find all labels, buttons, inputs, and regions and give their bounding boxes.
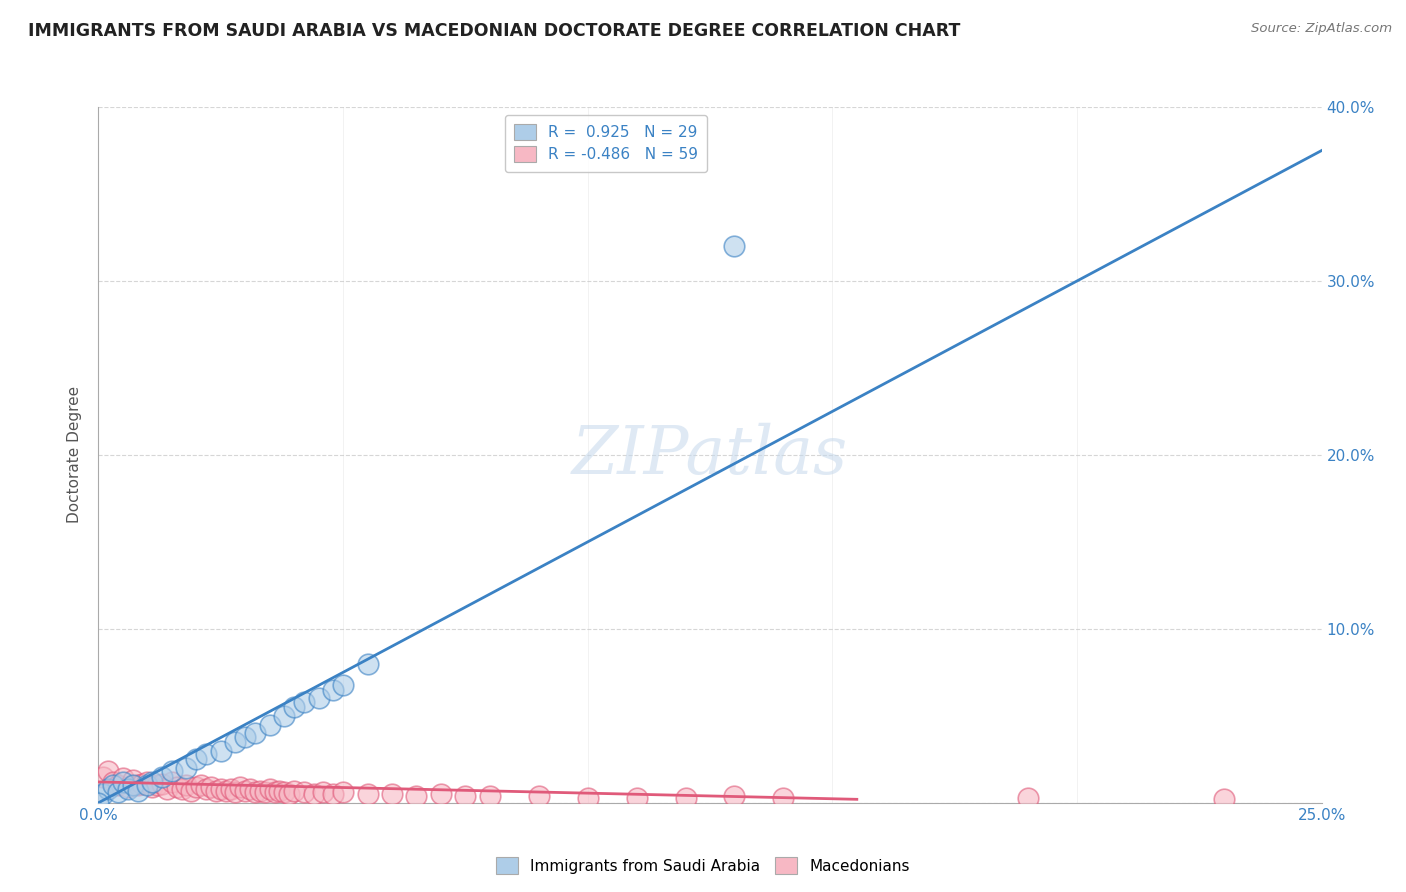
Point <box>176 778 198 792</box>
Point <box>772 790 794 805</box>
Point <box>302 787 325 801</box>
Point <box>1212 792 1234 806</box>
Point <box>381 787 404 801</box>
Point <box>356 787 378 801</box>
Point <box>121 778 143 792</box>
Point <box>527 789 550 803</box>
Point <box>332 785 354 799</box>
Point <box>723 239 745 253</box>
Point <box>186 752 208 766</box>
Point <box>190 778 212 792</box>
Point <box>283 700 305 714</box>
Point <box>150 770 173 784</box>
Legend: R =  0.925   N = 29, R = -0.486   N = 59: R = 0.925 N = 29, R = -0.486 N = 59 <box>505 115 707 171</box>
Point <box>111 775 134 789</box>
Point <box>322 682 344 697</box>
Point <box>229 780 252 794</box>
Point <box>117 781 139 796</box>
Point <box>405 789 427 803</box>
Point <box>269 783 291 797</box>
Point <box>180 783 202 797</box>
Point <box>170 781 193 796</box>
Point <box>97 764 120 779</box>
Point <box>322 787 344 801</box>
Text: ZIPatlas: ZIPatlas <box>572 422 848 488</box>
Point <box>131 777 153 791</box>
Point <box>219 781 242 796</box>
Point <box>214 783 236 797</box>
Point <box>156 781 179 796</box>
Point <box>91 787 114 801</box>
Point <box>160 764 183 779</box>
Point <box>249 783 271 797</box>
Point <box>332 677 354 691</box>
Point <box>101 778 124 792</box>
Point <box>239 781 262 796</box>
Point <box>312 785 335 799</box>
Point <box>253 785 276 799</box>
Point <box>209 781 232 796</box>
Point <box>141 780 163 794</box>
Point <box>233 730 256 744</box>
Point <box>478 789 501 803</box>
Point <box>224 785 246 799</box>
Point <box>675 790 697 805</box>
Point <box>186 780 208 794</box>
Point <box>283 783 305 797</box>
Point <box>107 778 129 792</box>
Point <box>117 780 139 794</box>
Point <box>176 761 198 775</box>
Point <box>723 789 745 803</box>
Point <box>141 775 163 789</box>
Point <box>273 785 295 799</box>
Point <box>224 735 246 749</box>
Point <box>87 796 110 810</box>
Point <box>136 778 159 792</box>
Point <box>259 717 281 731</box>
Point <box>107 785 129 799</box>
Point <box>200 780 222 794</box>
Point <box>127 778 149 792</box>
Point <box>91 770 114 784</box>
Legend: Immigrants from Saudi Arabia, Macedonians: Immigrants from Saudi Arabia, Macedonian… <box>491 851 915 880</box>
Point <box>273 708 295 723</box>
Point <box>292 695 315 709</box>
Point <box>209 744 232 758</box>
Point <box>292 785 315 799</box>
Point <box>356 657 378 671</box>
Point <box>1017 790 1039 805</box>
Point <box>121 773 143 788</box>
Point <box>430 787 453 801</box>
Point <box>101 775 124 789</box>
Point <box>136 775 159 789</box>
Point <box>146 778 169 792</box>
Point <box>454 789 477 803</box>
Point <box>263 785 285 799</box>
Point <box>195 781 218 796</box>
Text: Source: ZipAtlas.com: Source: ZipAtlas.com <box>1251 22 1392 36</box>
Point <box>308 691 330 706</box>
Point <box>243 785 266 799</box>
Point <box>150 777 173 791</box>
Point <box>576 790 599 805</box>
Point <box>166 780 188 794</box>
Point <box>111 772 134 786</box>
Text: IMMIGRANTS FROM SAUDI ARABIA VS MACEDONIAN DOCTORATE DEGREE CORRELATION CHART: IMMIGRANTS FROM SAUDI ARABIA VS MACEDONI… <box>28 22 960 40</box>
Point <box>160 775 183 789</box>
Point <box>243 726 266 740</box>
Y-axis label: Doctorate Degree: Doctorate Degree <box>67 386 83 524</box>
Point <box>233 783 256 797</box>
Point <box>97 781 120 796</box>
Point <box>205 783 228 797</box>
Point <box>626 790 648 805</box>
Point <box>195 747 218 761</box>
Point <box>127 783 149 797</box>
Point <box>259 781 281 796</box>
Point <box>278 787 301 801</box>
